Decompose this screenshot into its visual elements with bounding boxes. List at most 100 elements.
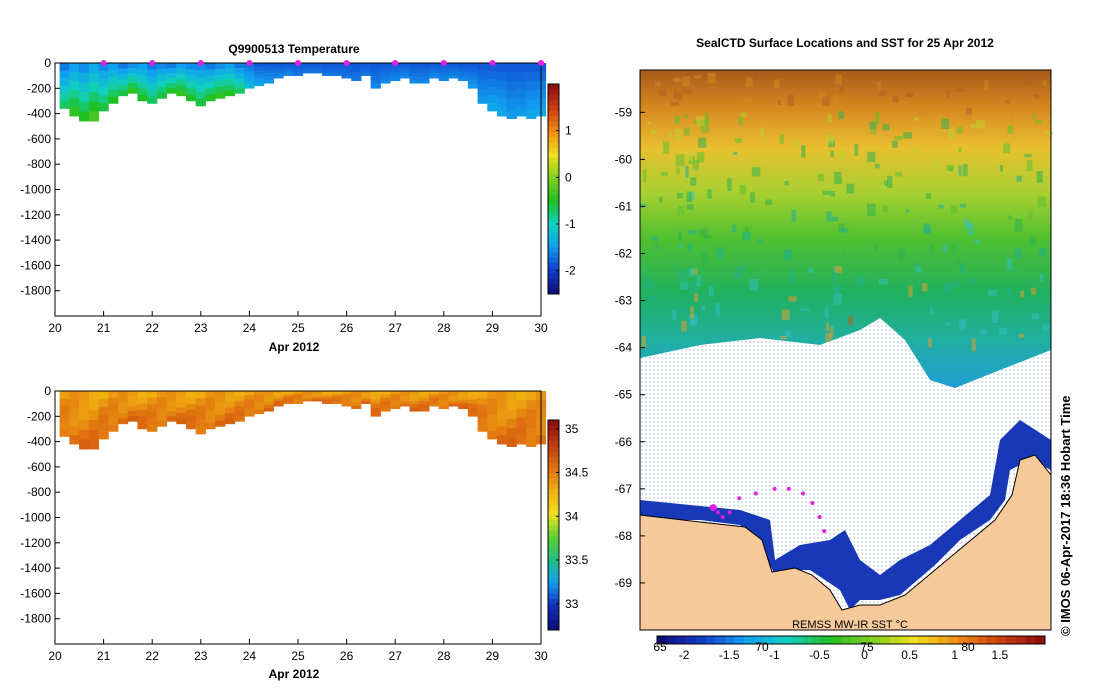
salinity-cell bbox=[526, 428, 537, 438]
salinity-cell bbox=[59, 398, 70, 407]
temperature-colorbar: 1 0 -1 -2 bbox=[547, 83, 576, 295]
sst-speckle bbox=[834, 282, 840, 294]
sst-speckle bbox=[835, 74, 842, 85]
colorbar-swatch bbox=[548, 126, 559, 132]
salinity-cell bbox=[98, 431, 109, 440]
x-tick-label: 29 bbox=[486, 321, 500, 335]
temperature-cell bbox=[351, 65, 362, 70]
sst-speckle bbox=[1029, 236, 1036, 246]
sst-speckle bbox=[789, 269, 794, 283]
salinity-cell bbox=[195, 419, 206, 428]
temperature-cell bbox=[166, 73, 177, 79]
lat-tick-label: -67 bbox=[615, 482, 633, 496]
temperature-cell bbox=[88, 63, 99, 73]
temperature-cell bbox=[312, 69, 323, 72]
salinity-cell bbox=[312, 396, 323, 399]
sst-speckle bbox=[892, 95, 899, 103]
colorbar-swatch bbox=[548, 273, 559, 279]
sst-speckle bbox=[918, 232, 928, 237]
x-tick-label: 20 bbox=[48, 649, 62, 663]
temperature-cell bbox=[79, 101, 90, 112]
salinity-cell bbox=[273, 401, 284, 404]
temperature-cell bbox=[419, 69, 430, 74]
colorbar-tick-label: 1.5 bbox=[992, 648, 1009, 662]
sst-speckle bbox=[900, 325, 909, 335]
temperature-cell bbox=[351, 68, 362, 73]
track-point bbox=[772, 486, 777, 491]
temperature-cell bbox=[370, 63, 381, 68]
temperature-cell bbox=[506, 109, 517, 119]
cast-marker bbox=[440, 60, 447, 66]
colorbar-swatch bbox=[928, 636, 939, 644]
track-point bbox=[715, 510, 720, 515]
salinity-cell bbox=[127, 401, 138, 407]
sst-speckle bbox=[919, 108, 928, 116]
salinity-cell bbox=[108, 417, 119, 426]
sst-speckle bbox=[946, 165, 954, 171]
sst-speckle bbox=[759, 127, 765, 139]
salinity-cell bbox=[380, 397, 391, 402]
salinity-cell bbox=[88, 410, 99, 421]
sst-speckle bbox=[675, 154, 685, 167]
colorbar-swatch bbox=[967, 636, 978, 644]
salinity-cell bbox=[59, 406, 70, 415]
colorbar-swatch bbox=[548, 435, 559, 442]
y-tick-label: -200 bbox=[27, 409, 51, 423]
colorbar-tick-label: -2 bbox=[565, 264, 576, 278]
temperature-plot-frame bbox=[54, 62, 542, 317]
temperature-cell bbox=[428, 68, 440, 71]
sst-speckle bbox=[688, 268, 696, 277]
y-tick-label: -400 bbox=[27, 435, 51, 449]
salinity-cell bbox=[458, 391, 469, 395]
temperature-cell bbox=[59, 100, 70, 109]
map-frame bbox=[639, 69, 1052, 631]
colorbar-swatch bbox=[889, 636, 900, 644]
temperature-cell bbox=[244, 71, 255, 76]
temperature-cell bbox=[79, 72, 90, 83]
sst-speckle bbox=[671, 309, 677, 321]
sst-speckle bbox=[999, 165, 1004, 172]
salinity-cell bbox=[526, 391, 537, 401]
temperature-cell bbox=[254, 70, 265, 75]
temperature-cell bbox=[487, 63, 498, 72]
salinity-cell bbox=[390, 402, 401, 407]
sst-speckle bbox=[684, 153, 694, 161]
sst-speckle bbox=[861, 161, 867, 168]
sst-speckle bbox=[716, 247, 724, 259]
salinity-cell bbox=[438, 399, 449, 404]
temperature-cell bbox=[205, 88, 216, 95]
salinity-cell bbox=[79, 410, 90, 421]
temperature-cell bbox=[234, 83, 245, 89]
sst-speckle bbox=[897, 248, 906, 261]
salinity-cell bbox=[322, 393, 333, 396]
salinity-cell bbox=[185, 409, 197, 417]
sst-speckle bbox=[642, 169, 647, 183]
temperature-cell bbox=[448, 70, 459, 74]
lat-tick-label: -65 bbox=[615, 388, 633, 402]
temperature-cell bbox=[147, 96, 158, 104]
salinity-cell bbox=[147, 391, 158, 399]
salinity-cell bbox=[467, 391, 479, 396]
sst-speckle bbox=[967, 223, 974, 236]
temperature-cell bbox=[409, 69, 420, 74]
salinity-cell bbox=[117, 407, 129, 414]
temperature-cell bbox=[312, 66, 323, 69]
temperature-cell bbox=[215, 86, 226, 93]
temperature-cell bbox=[448, 73, 459, 76]
salinity-cell bbox=[351, 396, 362, 401]
temperature-cell bbox=[88, 82, 99, 93]
salinity-cell bbox=[224, 396, 236, 403]
salinity-cell bbox=[117, 396, 129, 403]
sst-speckle bbox=[826, 322, 830, 332]
sst-speckle bbox=[907, 306, 912, 311]
temperature-cell bbox=[526, 72, 537, 82]
temperature-cell bbox=[137, 94, 148, 102]
salinity-cell bbox=[341, 393, 352, 397]
sst-speckle bbox=[832, 267, 839, 281]
sst-speckle bbox=[870, 130, 877, 135]
salinity-cell bbox=[108, 391, 119, 399]
salinity-cell bbox=[487, 431, 498, 440]
sst-speckle bbox=[683, 114, 689, 119]
sst-speckle bbox=[1002, 143, 1011, 154]
sst-speckle bbox=[715, 303, 720, 316]
